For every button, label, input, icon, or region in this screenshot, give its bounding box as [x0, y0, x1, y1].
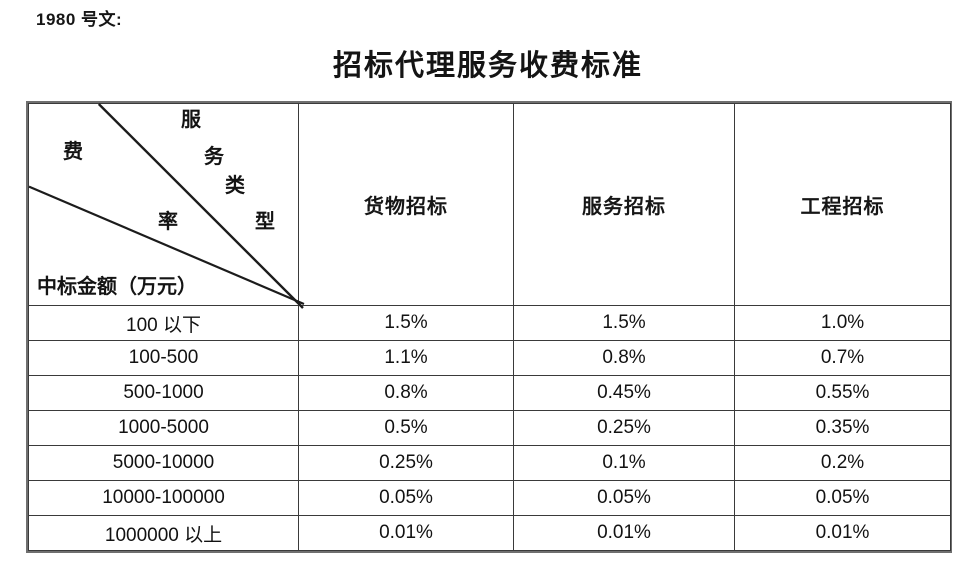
table-row: 100-500 1.1% 0.8% 0.7% — [28, 340, 951, 376]
rate-cell-service: 0.1% — [513, 445, 735, 481]
rate-cell-works: 0.05% — [734, 480, 951, 516]
amount-range-cell: 10000-100000 — [28, 480, 299, 516]
rate-cell-works: 0.35% — [734, 410, 951, 446]
rate-cell-goods: 0.01% — [298, 515, 514, 551]
table-row: 100 以下 1.5% 1.5% 1.0% — [28, 305, 951, 341]
amount-range-cell: 5000-10000 — [28, 445, 299, 481]
rate-cell-works: 0.7% — [734, 340, 951, 376]
amount-range-cell: 100 以下 — [28, 305, 299, 341]
rate-cell-works: 0.55% — [734, 375, 951, 411]
rate-cell-goods: 1.5% — [298, 305, 514, 341]
amount-range-cell: 1000-5000 — [28, 410, 299, 446]
page-title: 招标代理服务收费标准 — [332, 50, 643, 82]
rate-cell-service: 0.05% — [513, 480, 735, 516]
corner-label-fee-char-1: 费 — [63, 141, 83, 163]
amount-range-cell: 1000000 以上 — [28, 515, 299, 551]
rate-cell-goods: 1.1% — [298, 340, 514, 376]
rate-cell-goods: 0.25% — [298, 445, 514, 481]
column-header-service-bidding: 服务招标 — [513, 103, 735, 306]
column-header-works-bidding: 工程招标 — [734, 103, 951, 306]
amount-range-cell: 500-1000 — [28, 375, 299, 411]
table-row: 5000-10000 0.25% 0.1% 0.2% — [28, 445, 951, 481]
rate-cell-service: 0.25% — [513, 410, 735, 446]
rate-cell-works: 0.01% — [734, 515, 951, 551]
rate-cell-service: 0.8% — [513, 340, 735, 376]
diagonal-line-bottom — [28, 185, 305, 306]
rate-cell-goods: 0.8% — [298, 375, 514, 411]
rate-cell-service: 1.5% — [513, 305, 735, 341]
doc-number-label: 1980 号文: — [36, 10, 123, 29]
corner-label-amount: 中标金额（万元） — [37, 276, 197, 298]
rate-cell-works: 0.2% — [734, 445, 951, 481]
table-header-row: 服 务 类 型 费 率 中标金额（万元） 货物招标 服务招标 工程招标 — [28, 103, 951, 309]
table-corner-header: 服 务 类 型 费 率 中标金额（万元） — [28, 103, 305, 309]
diagonal-line-top — [97, 103, 304, 309]
table-row: 1000000 以上 0.01% 0.01% 0.01% — [28, 515, 951, 551]
column-header-goods-bidding: 货物招标 — [298, 103, 514, 306]
table-row: 500-1000 0.8% 0.45% 0.55% — [28, 375, 951, 411]
corner-label-service-char-1: 服 — [181, 109, 201, 131]
amount-range-cell: 100-500 — [28, 340, 299, 376]
rate-cell-goods: 0.5% — [298, 410, 514, 446]
corner-label-fee-char-2: 率 — [158, 211, 178, 233]
corner-label-service-char-4: 型 — [255, 211, 275, 233]
corner-label-service-char-3: 类 — [225, 175, 245, 197]
table-row: 1000-5000 0.5% 0.25% 0.35% — [28, 410, 951, 446]
rate-cell-service: 0.01% — [513, 515, 735, 551]
diagonal-split-lines — [28, 103, 305, 309]
corner-label-service-char-2: 务 — [204, 146, 224, 168]
table-row: 10000-100000 0.05% 0.05% 0.05% — [28, 480, 951, 516]
rate-cell-goods: 0.05% — [298, 480, 514, 516]
rate-cell-service: 0.45% — [513, 375, 735, 411]
fee-table: 服 务 类 型 费 率 中标金额（万元） 货物招标 服务招标 工程招标 100 … — [26, 101, 952, 553]
rate-cell-works: 1.0% — [734, 305, 951, 341]
